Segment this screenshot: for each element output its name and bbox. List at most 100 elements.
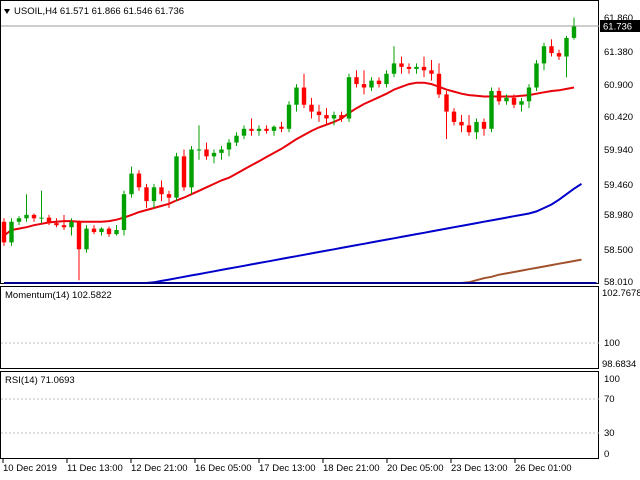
candle-body — [226, 142, 232, 150]
price-tick: 61.380 — [604, 47, 633, 58]
candle — [519, 97, 524, 112]
ma-mid-line — [4, 183, 583, 284]
time-tick: 17 Dec 13:00 — [259, 463, 316, 474]
time-tick: 11 Dec 13:00 — [67, 463, 123, 474]
candle — [211, 149, 217, 164]
time-tick: 10 Dec 2019 — [3, 463, 57, 474]
candle — [121, 190, 127, 236]
price-axis: 61.860 61.380 60.900 60.420 59.940 59.46… — [604, 13, 633, 288]
candle — [256, 125, 262, 136]
momentum-panel[interactable] — [0, 286, 599, 369]
candle-body — [444, 94, 449, 112]
candle — [84, 225, 89, 253]
price-tick: 59.460 — [604, 180, 633, 191]
candle — [406, 63, 412, 74]
candle-body — [489, 90, 494, 129]
rsi-title: RSI(14) 71.0693 — [5, 375, 75, 386]
candle-body — [376, 80, 382, 85]
candle — [129, 166, 134, 198]
candle-body — [211, 152, 217, 157]
candle-body — [61, 225, 67, 228]
candle — [181, 149, 187, 191]
candle — [571, 17, 577, 40]
candle — [189, 146, 194, 195]
price-tick: 61.860 — [604, 13, 633, 24]
candle-body — [91, 228, 97, 233]
candle-body — [106, 228, 112, 235]
candle — [264, 125, 269, 134]
candle-body — [121, 194, 127, 230]
candle-body — [474, 121, 479, 133]
time-tick: 20 Dec 05:00 — [387, 463, 444, 474]
price-tick: 58.010 — [604, 277, 633, 288]
candle-body — [76, 221, 82, 250]
rsi-tick: 70 — [604, 394, 615, 405]
candle — [279, 121, 284, 133]
candle — [294, 84, 299, 112]
candle — [414, 63, 419, 74]
candle — [496, 87, 502, 105]
time-tick: 12 Dec 21:00 — [131, 463, 188, 474]
candle-body — [534, 63, 539, 88]
candle-body — [339, 115, 344, 119]
candle-body — [31, 214, 37, 219]
candle-body — [136, 173, 142, 188]
candle — [91, 225, 97, 235]
candle — [429, 59, 434, 81]
candle-body — [301, 87, 307, 105]
candle-body — [391, 63, 397, 74]
candle — [159, 180, 164, 202]
candle — [534, 59, 539, 91]
candle-body — [159, 187, 164, 195]
candle — [219, 146, 224, 160]
candle — [99, 227, 104, 236]
candle-body — [54, 223, 59, 226]
candle — [451, 108, 457, 126]
candle-body — [286, 104, 292, 129]
candle — [369, 77, 374, 91]
candle — [526, 84, 532, 109]
candle — [226, 139, 232, 157]
candle-body — [271, 126, 277, 131]
price-tick: 60.420 — [604, 112, 633, 123]
ma-slow-line — [4, 258, 582, 284]
candle — [339, 111, 344, 122]
candle-body — [384, 73, 389, 85]
candle — [391, 46, 397, 78]
candle-body — [129, 173, 134, 195]
candle — [1, 218, 7, 246]
time-tick: 16 Dec 05:00 — [195, 463, 252, 474]
time-tick: 26 Dec 01:00 — [515, 463, 572, 474]
candle — [39, 190, 44, 224]
rsi-tick: 0 — [604, 449, 609, 460]
candle-body — [564, 37, 569, 57]
candle — [249, 118, 254, 136]
candle — [106, 226, 112, 237]
candle-body — [181, 156, 187, 188]
candle — [556, 49, 562, 60]
candle — [504, 94, 509, 105]
candle — [421, 56, 427, 78]
candle — [444, 90, 449, 140]
candle-body — [316, 111, 322, 116]
triangle-down-icon[interactable] — [4, 9, 10, 14]
rsi-panel[interactable] — [0, 371, 599, 459]
candle — [241, 125, 247, 140]
candle — [489, 87, 494, 133]
candle-body — [406, 66, 412, 69]
candle — [61, 214, 67, 230]
price-panel[interactable] — [0, 0, 599, 284]
candle-body — [496, 90, 502, 102]
momentum-title: Momentum(14) 102.5822 — [5, 290, 112, 301]
candle — [316, 104, 322, 122]
candle-body — [39, 217, 44, 219]
candles-group — [1, 17, 577, 281]
candle — [234, 132, 239, 147]
candle-body — [219, 149, 224, 153]
candle-body — [526, 87, 532, 102]
candle — [376, 77, 382, 88]
candle — [436, 63, 442, 98]
candle-body — [294, 87, 299, 105]
candle — [459, 115, 464, 133]
